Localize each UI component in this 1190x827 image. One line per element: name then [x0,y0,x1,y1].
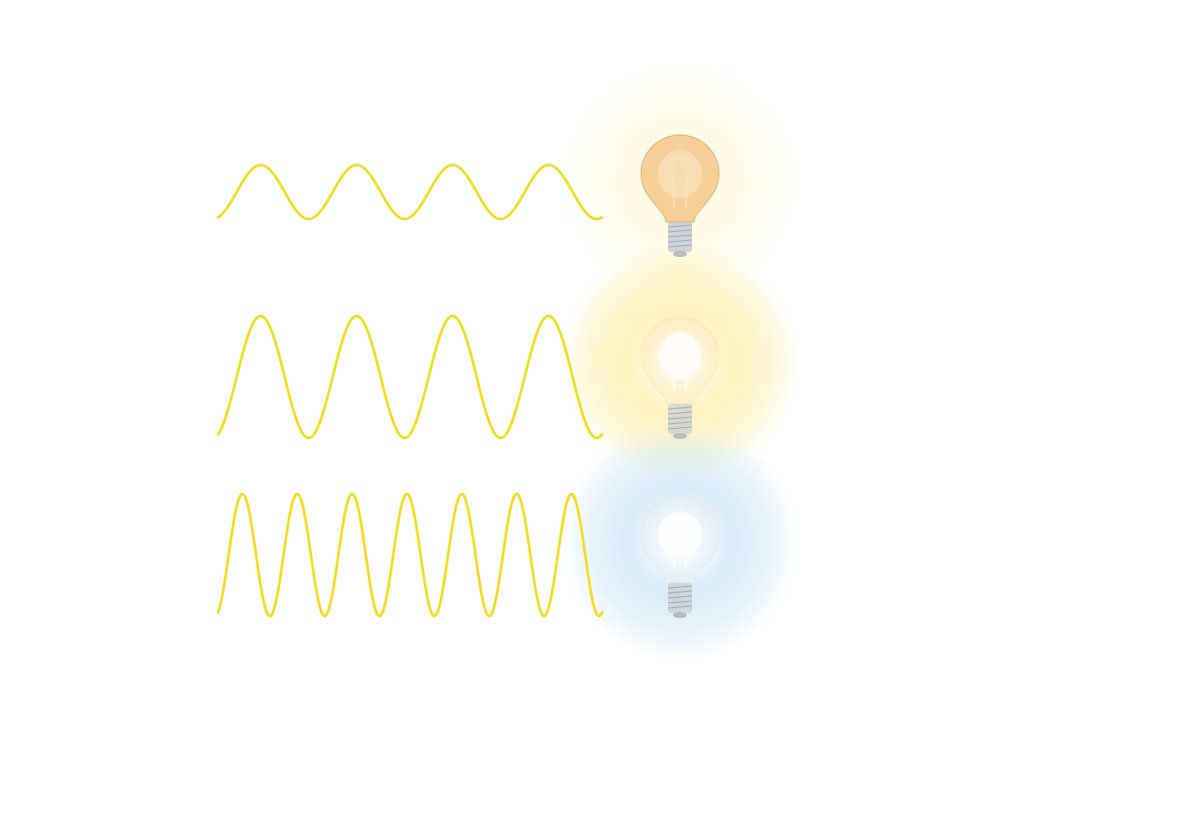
sine-wave-2 [216,314,604,440]
light-bulb-icon [640,316,720,439]
sine-wave-1 [216,163,604,221]
light-bulb-icon [640,134,720,257]
sine-wave-3 [216,492,604,618]
light-bulb-icon [640,495,720,618]
